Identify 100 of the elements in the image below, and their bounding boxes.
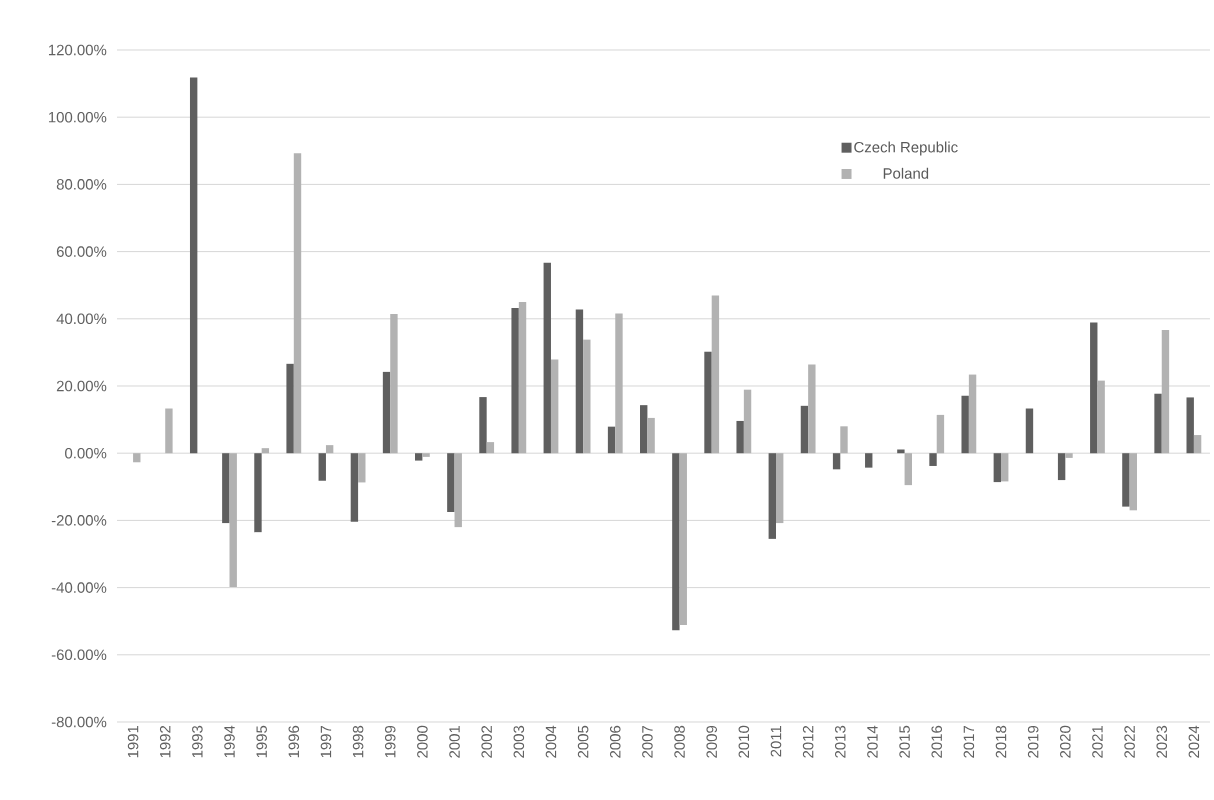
x-tick-label: 2017 (963, 725, 975, 758)
bar (479, 397, 487, 454)
x-tick-label: 2003 (513, 725, 525, 758)
y-tick-label: 40.00% (56, 313, 107, 325)
x-tick-label: 2024 (1188, 725, 1200, 758)
bar (929, 453, 937, 466)
y-tick-label: -40.00% (51, 582, 107, 593)
x-tick-label: 2021 (1092, 725, 1103, 758)
bar (254, 453, 262, 533)
bar (672, 453, 680, 631)
y-tick-label: 80.00% (56, 179, 107, 190)
bar (936, 414, 945, 454)
bar (382, 371, 391, 454)
bar (800, 405, 809, 454)
bar (486, 442, 495, 454)
bar (318, 453, 326, 481)
bar (518, 302, 527, 454)
bar (1193, 435, 1202, 454)
bar (286, 363, 294, 454)
bar (1065, 453, 1073, 458)
bar (904, 453, 912, 486)
y-tick-label: 60.00% (56, 246, 107, 257)
x-tick-label: 2013 (835, 725, 846, 758)
bar (261, 448, 270, 454)
x-tick-label: 2000 (417, 725, 428, 758)
bar (415, 453, 423, 461)
bar (1129, 453, 1137, 511)
bar (607, 426, 616, 454)
x-tick-label: 2023 (1156, 725, 1168, 758)
y-tick-label: 20.00% (56, 380, 107, 392)
legend-label: Poland (883, 167, 929, 179)
x-tick-label: 2010 (738, 725, 750, 758)
bar (704, 351, 712, 454)
bar (776, 453, 784, 524)
bar (993, 453, 1002, 483)
bar (1025, 408, 1034, 454)
bar (1122, 453, 1130, 507)
bar (189, 77, 198, 454)
x-tick-label: 1999 (384, 725, 396, 758)
y-tick-label: 100.00% (48, 111, 107, 123)
x-tick-label: 2011 (770, 725, 782, 757)
x-tick-label: 2006 (609, 725, 621, 758)
bar (840, 426, 848, 454)
bar (1057, 453, 1066, 481)
bar (865, 453, 873, 468)
x-tick-label: 2014 (867, 725, 878, 758)
x-tick-label: 2004 (545, 725, 557, 758)
x-tick-label: 2005 (577, 725, 589, 758)
x-tick-label: 1991 (127, 725, 139, 758)
bar (736, 420, 744, 454)
bar (390, 314, 398, 454)
x-tick-label: 1994 (224, 725, 235, 758)
x-tick-label: 2001 (449, 725, 460, 758)
bar (679, 453, 687, 625)
bar (229, 453, 237, 587)
y-tick-label: 0.00% (65, 447, 107, 459)
x-tick-label: 2002 (481, 725, 492, 758)
x-tick-label: 2012 (802, 725, 814, 758)
bar (968, 374, 977, 454)
bar (422, 453, 430, 457)
y-tick-label: -20.00% (51, 515, 107, 526)
bar (1097, 380, 1105, 454)
bar (1001, 453, 1009, 482)
bar (808, 364, 816, 454)
x-tick-label: 2018 (995, 725, 1007, 758)
bar (583, 339, 591, 454)
bar (133, 453, 141, 463)
x-tick-label: 1993 (192, 725, 203, 758)
bar (350, 453, 359, 522)
bar (550, 359, 559, 454)
bar (1161, 329, 1170, 454)
bar (1090, 322, 1098, 454)
bar (575, 309, 584, 454)
x-tick-label: 1996 (288, 725, 300, 758)
x-tick-label: 1997 (320, 725, 332, 758)
bar (961, 395, 969, 454)
x-tick-label: 2015 (899, 725, 910, 758)
bar (640, 405, 648, 454)
bar (325, 445, 334, 454)
x-tick-label: 2008 (674, 725, 685, 758)
x-tick-label: 1995 (256, 725, 267, 758)
bar (743, 389, 752, 454)
y-tick-label: -60.00% (51, 649, 107, 661)
bar (454, 453, 462, 528)
bar (293, 153, 302, 454)
x-tick-label: 2007 (642, 725, 653, 758)
x-tick-label: 2020 (1060, 725, 1071, 758)
bar (768, 453, 776, 539)
bar (222, 453, 230, 524)
y-tick-label: -80.00% (51, 716, 107, 728)
bar (647, 417, 655, 454)
y-tick-label: 120.00% (48, 44, 107, 56)
x-tick-label: 2019 (1027, 725, 1039, 758)
bar (832, 453, 841, 470)
bar (511, 308, 519, 454)
bar (711, 295, 720, 454)
bar (543, 262, 551, 454)
bar (615, 313, 623, 454)
x-tick-label: 1998 (352, 725, 364, 758)
legend-label: Czech Republic (854, 141, 958, 156)
